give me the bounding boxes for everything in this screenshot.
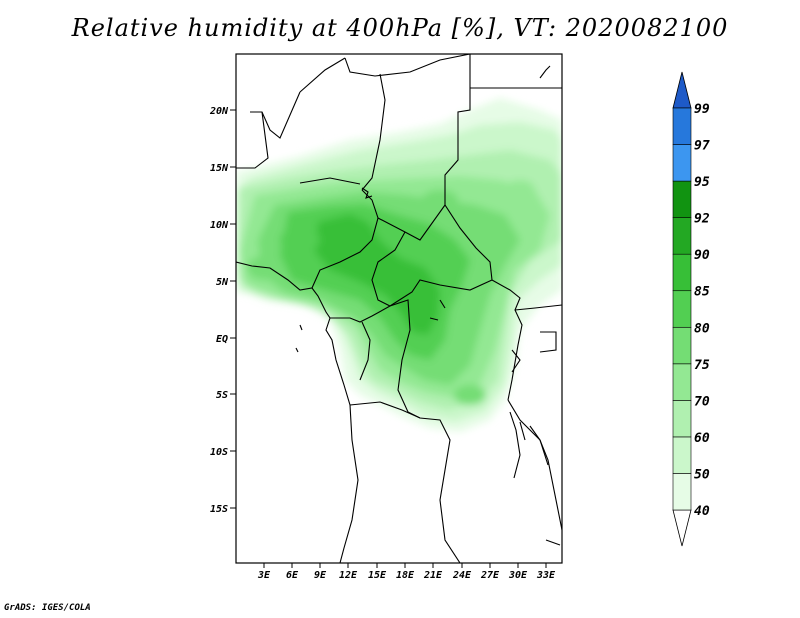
- chart-title: Relative humidity at 400hPa [%], VT: 202…: [71, 14, 729, 42]
- lat-tick-label: 5S: [216, 390, 228, 401]
- colorbar-cell: [672, 144, 692, 182]
- colorbar-label: 50: [694, 467, 710, 482]
- colorbar-label: 99: [694, 102, 710, 117]
- colorbar-label: 40: [694, 504, 710, 519]
- colorbar-cell: [672, 473, 692, 511]
- lat-tick-label: 20N: [209, 106, 229, 117]
- colorbar-cell: [672, 326, 692, 365]
- colorbar-cell: [672, 107, 692, 145]
- colorbar-label: 85: [694, 285, 710, 300]
- lon-axis: 3E 6E 9E 12E 15E 18E 21E 24E 27E 30E 33E: [257, 563, 556, 581]
- colorbar-label: 95: [694, 175, 710, 190]
- colorbar-label: 97: [694, 139, 710, 154]
- lon-tick-label: 3E: [257, 570, 271, 581]
- colorbar-label: 70: [694, 394, 710, 409]
- lat-tick-label: 15S: [210, 504, 228, 515]
- lat-tick-label: EQ: [216, 334, 228, 345]
- footer-credit: GrADS: IGES/COLA: [4, 603, 91, 613]
- lat-tick-label: 10S: [210, 447, 228, 458]
- lon-tick-label: 30E: [508, 570, 528, 581]
- lon-tick-label: 9E: [314, 570, 327, 581]
- colorbar-top-arrow: [672, 71, 692, 109]
- colorbar-cell: [672, 290, 692, 328]
- humidity-field: [236, 54, 562, 563]
- country-borders: [236, 54, 562, 563]
- lon-tick-label: 33E: [536, 570, 556, 581]
- lat-tick-label: 15N: [210, 163, 229, 174]
- lon-tick-label: 12E: [339, 570, 358, 581]
- lat-axis: 20N 15N 10N 5N EQ 5S 10S 15S: [209, 106, 236, 515]
- lon-tick-label: 27E: [480, 570, 500, 581]
- lat-tick-label: 5N: [216, 277, 229, 288]
- colorbar-label: 80: [694, 321, 710, 336]
- colorbar-label: 92: [694, 212, 710, 227]
- colorbar: 40 50 60 70 75 80 85 90 92 95 97 99: [672, 71, 710, 547]
- colorbar-label: 90: [694, 248, 710, 263]
- lat-tick-label: 10N: [210, 220, 229, 231]
- colorbar-cell: [672, 253, 692, 292]
- lon-tick-label: 24E: [452, 570, 472, 581]
- lon-tick-label: 21E: [423, 570, 443, 581]
- colorbar-cell: [672, 363, 692, 401]
- colorbar-cell: [672, 400, 692, 438]
- lon-tick-label: 15E: [368, 570, 387, 581]
- colorbar-label: 75: [694, 358, 710, 373]
- colorbar-label: 60: [694, 431, 710, 446]
- colorbar-bottom-arrow: [672, 509, 692, 547]
- map-frame: [235, 53, 563, 564]
- colorbar-cell: [672, 436, 692, 474]
- lon-tick-label: 6E: [286, 570, 299, 581]
- colorbar-cell: [672, 217, 692, 255]
- lon-tick-label: 18E: [396, 570, 415, 581]
- colorbar-cell: [672, 180, 692, 218]
